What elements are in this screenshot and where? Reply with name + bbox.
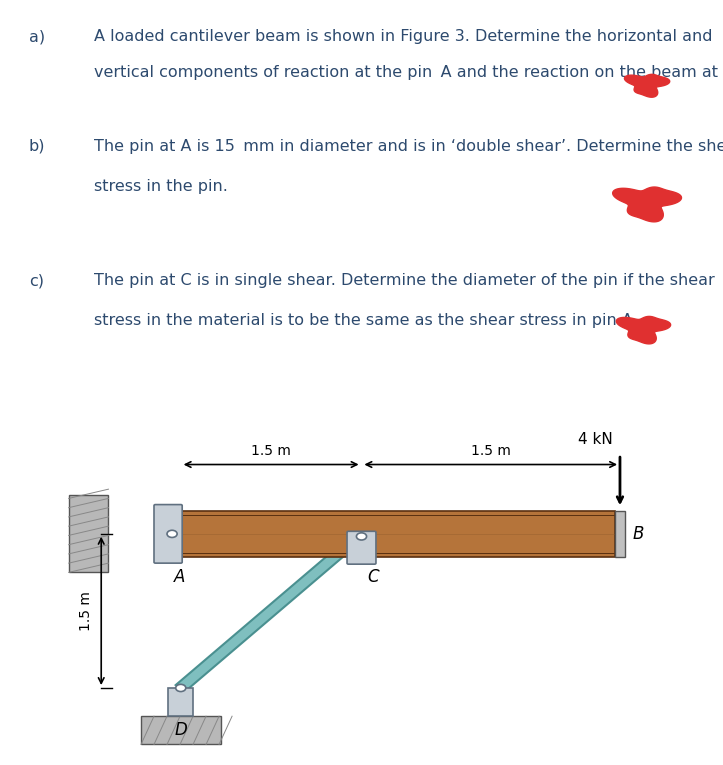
Text: c): c) <box>29 274 44 288</box>
Text: a): a) <box>29 30 45 44</box>
Circle shape <box>167 530 177 538</box>
Polygon shape <box>176 531 367 691</box>
Bar <box>181 511 615 557</box>
Bar <box>69 496 108 572</box>
Text: 1.5 m: 1.5 m <box>251 444 291 458</box>
Text: C: C <box>367 568 379 586</box>
Text: stress in the pin.: stress in the pin. <box>94 179 228 194</box>
Bar <box>615 511 625 557</box>
Text: b): b) <box>29 139 46 154</box>
Polygon shape <box>616 317 671 344</box>
Bar <box>141 716 221 744</box>
Text: 4 kN: 4 kN <box>578 431 613 447</box>
Text: A loaded cantilever beam is shown in Figure 3. Determine the horizontal and: A loaded cantilever beam is shown in Fig… <box>94 30 712 44</box>
FancyBboxPatch shape <box>347 532 376 564</box>
Text: The pin at C is in single shear. Determine the diameter of the pin if the shear: The pin at C is in single shear. Determi… <box>94 274 715 288</box>
Text: B: B <box>633 525 644 543</box>
Text: 1.5 m: 1.5 m <box>79 591 93 631</box>
Text: stress in the material is to be the same as the shear stress in pin A.: stress in the material is to be the same… <box>94 314 638 328</box>
Text: A: A <box>174 568 185 586</box>
FancyBboxPatch shape <box>154 505 182 563</box>
Text: D: D <box>174 721 187 739</box>
Text: vertical components of reaction at the pin  A and the reaction on the beam at C.: vertical components of reaction at the p… <box>94 65 723 80</box>
Text: The pin at A is 15  mm in diameter and is in ‘double shear’. Determine the shear: The pin at A is 15 mm in diameter and is… <box>94 139 723 154</box>
Polygon shape <box>625 74 669 97</box>
Polygon shape <box>168 688 193 716</box>
Circle shape <box>176 685 186 692</box>
Polygon shape <box>612 187 682 222</box>
Circle shape <box>356 533 367 540</box>
Text: 1.5 m: 1.5 m <box>471 444 510 458</box>
